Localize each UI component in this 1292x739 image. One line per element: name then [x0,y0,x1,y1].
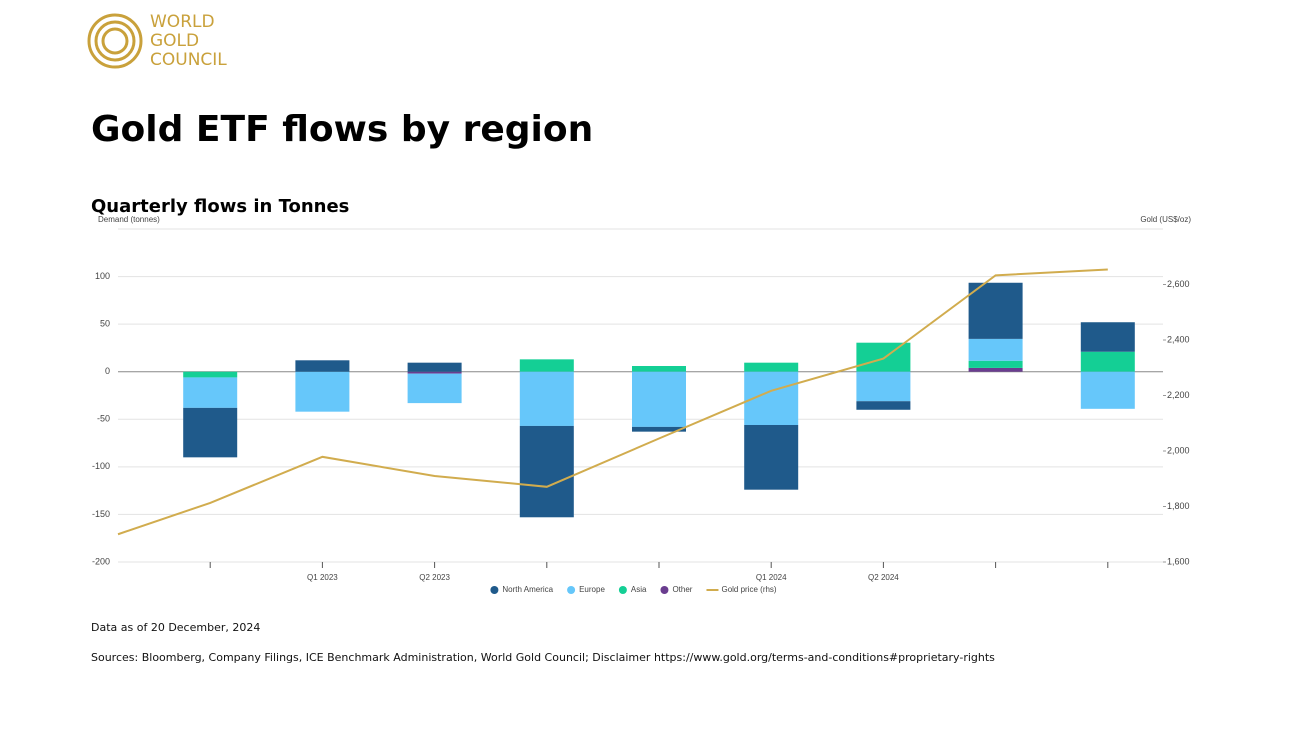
bar-segment [744,424,799,490]
bar-segment [183,371,238,378]
bar-segment [632,366,686,372]
legend-label: North America [502,585,553,594]
logo: WORLD GOLD COUNCIL [87,12,227,70]
bar-segment [407,373,462,404]
logo-ring [87,13,143,69]
bar-segment [968,367,1023,372]
y2-tick-label: 2,200 [1167,390,1190,400]
legend-label: Gold price (rhs) [721,585,776,594]
bar-segment [632,371,686,427]
bar-segment [968,360,1023,368]
legend-swatch [567,586,576,594]
chart-subtitle: Quarterly flows in Tonnes [91,196,349,217]
bar-segment [407,371,462,374]
bar-segment [183,407,238,458]
footnote: Data as of 20 December, 2024 [91,621,260,634]
y2-tick-label: 2,600 [1167,279,1190,289]
y2-tick-label: 1,800 [1167,501,1190,511]
legend-label: Asia [631,585,647,594]
chart-title: Gold ETF flows by region [91,109,593,150]
y2-tick-label: 2,400 [1167,334,1190,344]
bar-segment [968,338,1023,361]
bar-segment [295,371,350,412]
y-tick-label: -50 [97,414,110,424]
x-tick-label: Q1 2024 [756,573,787,582]
bar-segment [632,426,686,432]
bar-segment [519,371,574,426]
bar-segment [744,362,799,372]
logo-ring [101,27,129,55]
y-tick-label: -150 [92,509,110,519]
bar-segment [856,342,911,372]
legend-label: Other [672,585,692,594]
bar-segment [295,360,350,372]
y-tick-label: -100 [92,461,110,471]
legend-swatch [490,586,499,594]
y-tick-label: 100 [95,271,110,281]
y2-axis-title: Gold (US$/oz) [1140,215,1191,224]
logo-text: GOLD [150,31,199,51]
y-tick-label: -200 [92,556,110,566]
x-tick-label: Q2 2024 [868,573,899,582]
logo-text: WORLD [150,12,215,32]
line-series [117,268,1108,536]
logo-ring [94,20,136,62]
bar-segment [519,359,574,372]
bar-segment [519,425,574,518]
x-tick-label: Q2 2023 [419,573,450,582]
y2-tick-label: 2,000 [1167,445,1190,455]
legend-swatch [660,586,669,594]
y2-tick-label: 1,600 [1167,556,1190,566]
bar-segment [183,377,238,408]
bar-segment [1080,371,1135,409]
bar-segment [968,282,1023,339]
y-tick-label: 0 [105,366,110,376]
legend-swatch [618,586,627,594]
footnote: Sources: Bloomberg, Company Filings, ICE… [91,651,995,664]
bar-segment [1080,322,1135,352]
bar-segment [856,401,911,410]
logo-text: COUNCIL [150,50,227,70]
y-tick-label: 50 [100,319,110,329]
x-tick-label: Q1 2023 [307,573,338,582]
bar-segment [407,362,462,372]
bar-segment [1080,351,1135,372]
legend-label: Europe [579,585,605,594]
y-axis-title: Demand (tonnes) [98,215,160,224]
bar-segment [856,371,911,402]
